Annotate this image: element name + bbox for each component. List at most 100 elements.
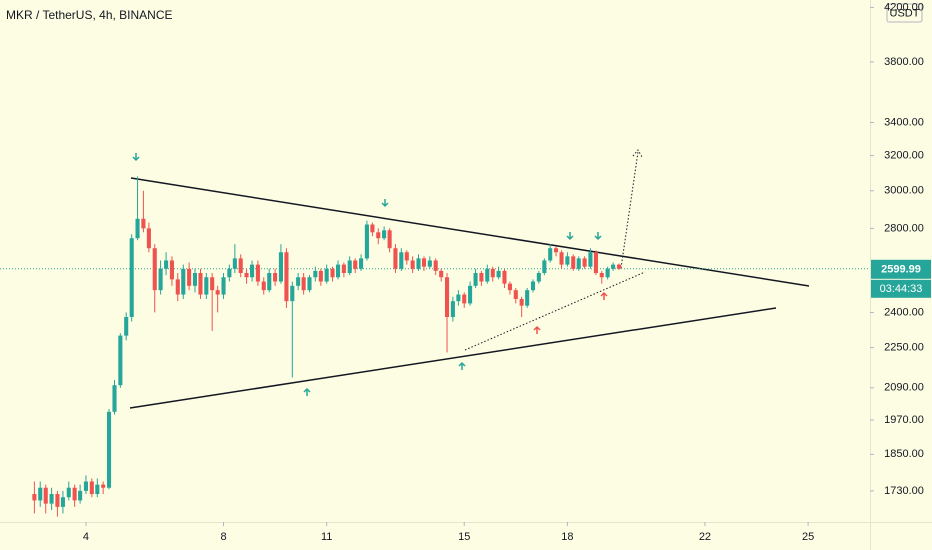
arrow-up: [600, 291, 608, 300]
candle-body: [78, 490, 83, 501]
candle-body: [565, 256, 570, 265]
candle-body: [124, 316, 129, 336]
candle-body: [232, 258, 237, 269]
candle-body: [421, 258, 427, 267]
candle-body: [181, 268, 186, 295]
candle-body: [324, 268, 329, 282]
currency-label[interactable]: USDT: [890, 7, 920, 19]
candle-body: [296, 277, 301, 286]
candle-body: [588, 252, 593, 267]
candle-body: [118, 335, 123, 386]
arrow-up: [533, 325, 541, 334]
candle-body: [582, 258, 587, 267]
arrow-down: [594, 232, 602, 241]
arrow-up: [303, 387, 311, 396]
candle-body: [576, 258, 581, 269]
candle-body: [169, 260, 174, 280]
candle-body: [548, 248, 553, 261]
y-tick-label: 2400.00: [884, 306, 924, 318]
signal-arrows: [132, 153, 608, 396]
candle-body: [290, 285, 295, 302]
candle-body: [204, 277, 209, 295]
candle-body: [571, 256, 576, 269]
y-tick-label: 2250.00: [884, 342, 924, 354]
candle-body: [479, 272, 484, 282]
candle-body: [593, 252, 598, 273]
candle-body: [261, 281, 266, 291]
candle-body: [519, 298, 524, 306]
candle-body: [433, 260, 438, 271]
candle-body: [359, 258, 364, 269]
candle-body: [456, 294, 461, 302]
last-price-box: [871, 259, 931, 279]
candle-body: [605, 268, 610, 278]
candle-body: [616, 264, 622, 269]
x-tick-label: 11: [321, 531, 332, 543]
candle-body: [364, 224, 369, 259]
candle-body: [307, 277, 312, 291]
candle-body: [187, 268, 192, 286]
candle-body: [55, 494, 60, 507]
drawings: [129, 149, 810, 409]
candle-body: [330, 268, 335, 278]
y-tick-label: 2800.00: [884, 222, 924, 234]
candle-body: [101, 484, 106, 488]
candle-body: [462, 294, 467, 304]
candle-body: [164, 260, 169, 269]
candle-body: [513, 290, 518, 299]
candle-body: [376, 232, 381, 239]
candle-body: [284, 252, 289, 302]
x-tick-label: 18: [561, 531, 573, 543]
candle-body: [301, 277, 306, 291]
candle-body: [387, 230, 392, 249]
projection-arrowhead: [632, 149, 643, 158]
candle-body: [404, 252, 409, 261]
candle-body: [146, 228, 151, 249]
candle-body: [382, 230, 387, 239]
countdown-box: [871, 279, 931, 298]
candle-body: [416, 258, 421, 269]
y-tick-label: 1730.00: [884, 485, 924, 497]
candle-body: [611, 264, 616, 269]
candle-body: [318, 270, 323, 282]
candle-body: [227, 268, 232, 278]
candle-body: [175, 279, 180, 295]
candle-body: [250, 264, 255, 278]
y-tick-label: 4200.00: [884, 1, 924, 13]
candle-body: [267, 272, 272, 291]
y-tick-label: 3200.00: [884, 149, 924, 161]
candle-body: [83, 481, 89, 491]
x-tick-label: 22: [699, 531, 711, 543]
candle-body: [273, 272, 278, 282]
candle-body: [72, 487, 77, 501]
chart-title: MKR / TetherUS, 4h, BINANCE: [6, 8, 173, 22]
candle-body: [129, 238, 134, 317]
candle-body: [135, 218, 140, 239]
candle-body: [313, 270, 318, 278]
candle-body: [66, 487, 71, 498]
currency-box[interactable]: [886, 3, 923, 23]
candle-body: [393, 248, 398, 269]
candle-body: [112, 385, 117, 412]
candle-body: [238, 258, 243, 273]
candle-body: [542, 260, 547, 273]
candle-body: [255, 264, 260, 282]
candle-body: [525, 290, 530, 306]
arrow-down: [132, 153, 140, 162]
candle-body: [553, 248, 559, 253]
candle-body: [559, 252, 564, 265]
candle-body: [89, 481, 94, 495]
candle-body: [599, 272, 604, 278]
candle-body: [49, 494, 54, 504]
y-tick-label: 1850.00: [884, 448, 924, 460]
countdown-label: 03:44:33: [880, 283, 923, 295]
candle-body: [198, 272, 203, 295]
candle-body: [60, 497, 65, 507]
candle-body: [95, 484, 100, 495]
arrow-up: [458, 361, 466, 370]
upper-trendline: [130, 177, 810, 287]
candle-body: [507, 283, 513, 291]
candle-body: [38, 487, 43, 501]
candle-body: [278, 252, 283, 282]
